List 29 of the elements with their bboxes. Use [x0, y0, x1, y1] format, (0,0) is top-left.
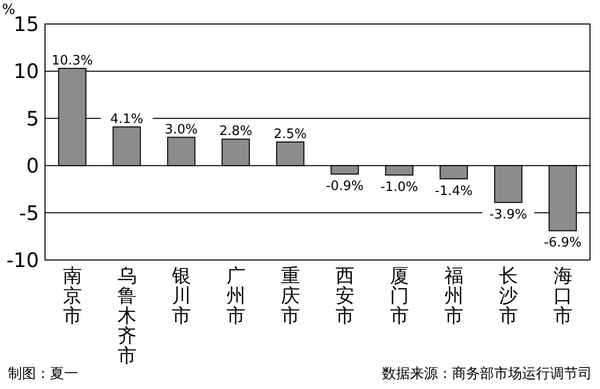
y-tick-label: -10 [6, 248, 39, 272]
data-label: -6.9% [544, 236, 582, 251]
x-tick-label: 乌鲁木齐市 [117, 265, 136, 367]
data-label: 2.8% [219, 124, 252, 140]
data-label: 10.3% [52, 53, 93, 68]
data-label: 3.0% [164, 122, 198, 138]
x-tick-label: 福州市 [444, 265, 464, 327]
x-tick-label: 南京市 [62, 265, 82, 327]
data-label: -0.9% [326, 179, 364, 194]
x-tick-label: 西安市 [335, 265, 354, 327]
x-tick-label: 长沙市 [498, 265, 518, 327]
source-note: 数据来源：商务部市场运行调节司 [382, 366, 592, 382]
data-label: 4.1% [110, 112, 144, 127]
x-tick-label: 厦门市 [390, 265, 409, 327]
y-tick-label: 5 [26, 106, 39, 130]
data-label: -1.4% [434, 184, 473, 199]
y-tick-label: 15 [14, 12, 39, 36]
data-label: -3.9% [489, 207, 528, 222]
y-tick-label: 0 [26, 154, 39, 178]
x-tick-label: 广州市 [226, 265, 246, 327]
y-tick-label: -5 [19, 200, 39, 225]
data-label: -1.0% [380, 180, 418, 196]
x-tick-label: 银川市 [170, 265, 191, 327]
data-label: 2.5% [274, 127, 307, 142]
y-tick-label: 10 [14, 59, 39, 84]
x-tick-label: 重庆市 [280, 265, 300, 327]
text: 制图：夏一 [8, 366, 78, 382]
x-tick-label: 海口市 [553, 265, 572, 327]
y-axis-title: % [2, 2, 16, 18]
